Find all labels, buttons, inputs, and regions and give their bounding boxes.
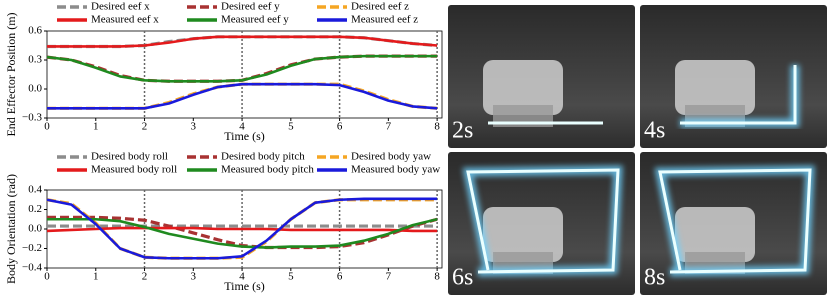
x-tick-label: 4 — [239, 271, 245, 283]
y-tick-label: 0.0 — [28, 83, 42, 95]
x-tick-label: 6 — [337, 121, 343, 133]
series-line — [47, 35, 438, 48]
robot-body — [675, 60, 755, 115]
y-tick-label: 0.2 — [28, 203, 42, 215]
robot-body — [483, 60, 563, 115]
series-line — [46, 54, 438, 83]
legend-label: Measured body roll — [91, 164, 177, 176]
x-tick-label: 6 — [337, 271, 343, 283]
x-tick-label: 2 — [142, 121, 148, 133]
y-tick-label: 0.4 — [28, 184, 42, 196]
legend-label: Measured eef y — [221, 14, 289, 26]
y-tick-label: 0.3 — [28, 54, 42, 66]
trajectory — [658, 168, 812, 274]
legend-label: Desired body yaw — [351, 151, 431, 163]
plot-frame — [46, 30, 443, 119]
robot-body — [675, 207, 755, 262]
series-line — [47, 82, 438, 110]
x-tick-label: 8 — [434, 271, 440, 283]
y-axis-label: End Effector Position (m) — [4, 12, 18, 136]
photo-label: 8s — [644, 265, 665, 291]
photo-label: 4s — [644, 118, 665, 144]
x-tick-label: 3 — [191, 121, 197, 133]
y-axis-label: Body Orientation (rad) — [4, 174, 18, 284]
photo-label: 6s — [452, 265, 473, 291]
photo: 2s — [448, 5, 635, 148]
x-tick-label: 0 — [44, 271, 50, 283]
y-tick-label: 0.6 — [28, 25, 42, 37]
trajectory — [680, 65, 797, 125]
x-tick-label: 5 — [288, 121, 294, 133]
series-line — [46, 226, 438, 233]
series-line — [47, 217, 438, 249]
photo: 4s — [640, 5, 827, 148]
x-tick-label: 4 — [239, 121, 245, 133]
x-tick-label: 7 — [386, 271, 392, 283]
x-tick-label: 2 — [142, 271, 148, 283]
legend-label: Measured body yaw — [351, 164, 440, 176]
robot-body — [483, 207, 563, 262]
photos: 2s 4s 6s 8s — [448, 5, 827, 295]
legend-label: Desired body pitch — [221, 151, 305, 163]
legend-label: Measured eef z — [351, 14, 418, 26]
y-tick-label: −0.4 — [22, 262, 42, 274]
y-tick-label: −0.3 — [22, 112, 42, 124]
photo: 8s — [640, 152, 827, 295]
photo-label: 2s — [452, 118, 473, 144]
series-line — [46, 197, 438, 260]
legend-label: Desired body roll — [91, 151, 168, 163]
photo: 6s — [448, 152, 635, 295]
x-tick-label: 1 — [93, 271, 99, 283]
legend-label: Measured body pitch — [221, 164, 314, 176]
x-axis-label: Time (s) — [224, 279, 265, 293]
x-tick-label: 7 — [386, 121, 392, 133]
legend-label: Measured eef x — [91, 14, 159, 26]
trajectory — [466, 168, 620, 274]
x-tick-label: 3 — [191, 271, 197, 283]
x-axis-label: Time (s) — [224, 129, 265, 143]
y-tick-label: 0.0 — [28, 223, 42, 235]
legend-label: Desired eef x — [91, 1, 150, 13]
x-tick-label: 5 — [288, 271, 294, 283]
x-tick-label: 8 — [434, 121, 440, 133]
x-tick-label: 0 — [44, 121, 50, 133]
x-tick-label: 1 — [93, 121, 99, 133]
y-tick-label: −0.2 — [22, 242, 42, 254]
legend-label: Desired eef z — [351, 1, 409, 13]
legend-label: Desired eef y — [221, 1, 280, 13]
